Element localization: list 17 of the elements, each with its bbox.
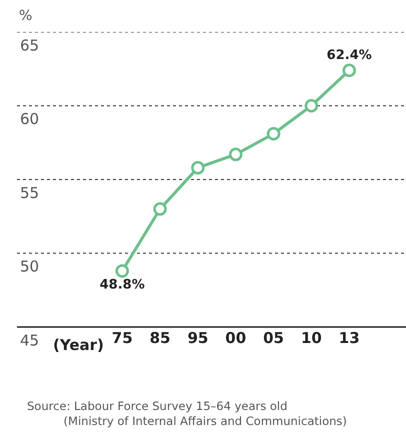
source-note: Source: Labour Force Survey 15–64 years old (Ministry of Internal Affairs and Communications) xyxy=(27,399,347,428)
x-tick-label: 95 xyxy=(187,329,208,347)
y-axis-title: % xyxy=(19,8,32,24)
data-label: 48.8% xyxy=(100,278,145,293)
data-label: 62.4% xyxy=(326,48,372,64)
x-tick-label: 00 xyxy=(225,329,246,347)
x-tick-label: 10 xyxy=(300,329,322,347)
x-axis-title: (Year) xyxy=(53,336,104,354)
x-tick-label: 13 xyxy=(338,329,360,347)
x-tick-label: 05 xyxy=(263,329,284,347)
x-tick-label: 75 xyxy=(112,329,133,347)
x-tick-label: 85 xyxy=(150,329,170,347)
y-tick-label: 50 xyxy=(20,258,40,276)
y-tick-label: 65 xyxy=(20,36,40,54)
y-tick-label: 45 xyxy=(20,331,40,350)
y-tick-label: 55 xyxy=(20,184,40,202)
y-tick-label: 60 xyxy=(20,110,40,128)
